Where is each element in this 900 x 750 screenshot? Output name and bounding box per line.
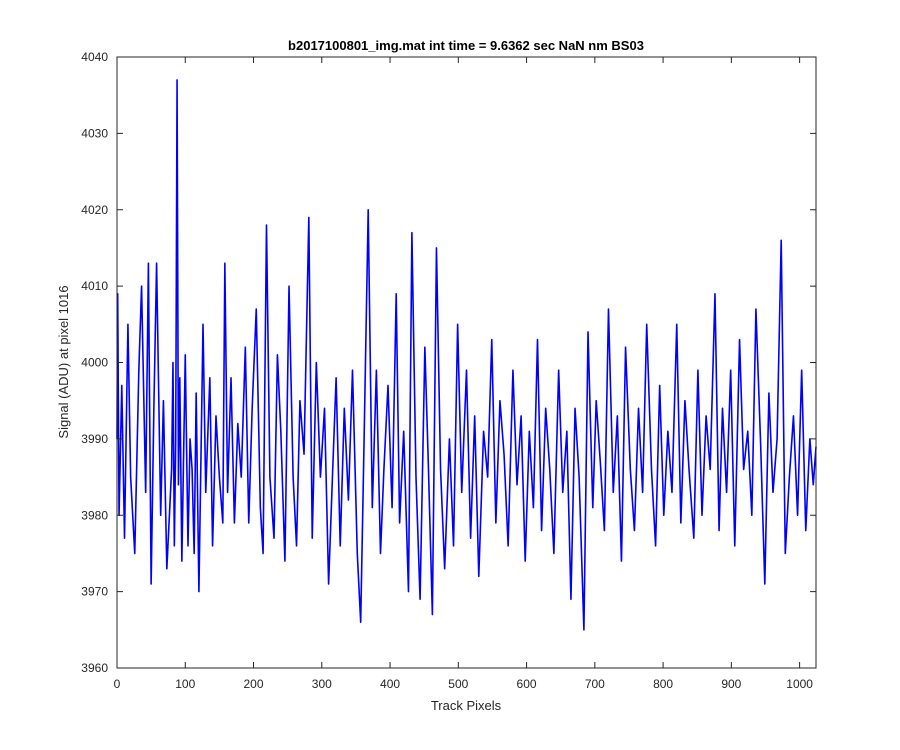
x-tick-label: 500 [448,677,468,691]
y-axis-label: Signal (ADU) at pixel 1016 [56,285,71,438]
x-axis-label: Track Pixels [431,698,502,713]
x-tick-label: 200 [244,677,264,691]
x-tick-label: 1000 [786,677,813,691]
x-tick-label: 900 [721,677,741,691]
x-tick-label: 600 [517,677,537,691]
x-tick-label: 700 [585,677,605,691]
y-tick-label: 4010 [81,279,108,293]
x-axis: 0 100 200 300 400 500 600 700 800 900 1000 [114,57,813,691]
y-tick-label: 4040 [81,50,108,64]
y-tick-label: 4000 [81,356,108,370]
y-tick-label: 3960 [81,661,108,675]
y-tick-label: 4030 [81,126,108,140]
y-tick-label: 4020 [81,203,108,217]
x-tick-label: 800 [653,677,673,691]
chart-title: b2017100801_img.mat int time = 9.6362 se… [288,38,644,53]
plot-area [117,57,816,668]
y-axis: 3960 3970 3980 3990 4000 4010 4020 4030 4040 [81,50,816,675]
y-tick-label: 3980 [81,508,108,522]
y-tick-label: 3990 [81,432,108,446]
y-tick-label: 3970 [81,585,108,599]
x-tick-label: 400 [380,677,400,691]
x-tick-label: 300 [312,677,332,691]
x-tick-label: 0 [114,677,121,691]
data-layer [116,79,817,631]
x-tick-label: 100 [175,677,195,691]
series-line-0 [116,79,817,631]
